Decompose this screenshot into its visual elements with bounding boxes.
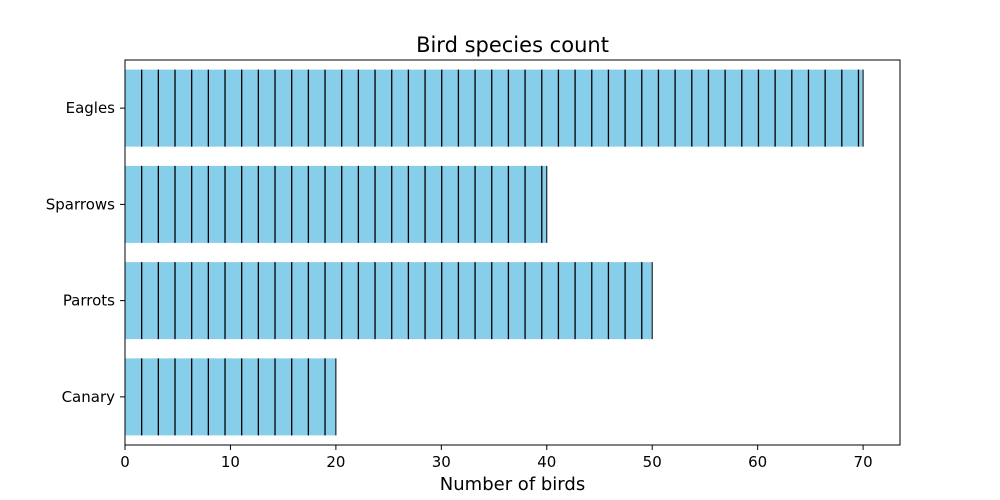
bar-hatch-canary <box>141 358 337 436</box>
x-tick-label: 0 <box>120 453 130 471</box>
plot-frame <box>124 59 901 446</box>
bar-sparrows <box>125 165 547 243</box>
bar-hatch-eagles <box>141 69 864 147</box>
y-tick-label: Parrots <box>63 292 115 310</box>
bar-hatch-parrots <box>141 262 653 340</box>
x-tick-label: 30 <box>432 453 451 471</box>
x-tick-label: 10 <box>221 453 240 471</box>
x-tick-label: 70 <box>854 453 873 471</box>
x-axis: 0 10 20 30 40 50 60 70 <box>120 445 873 471</box>
x-tick-label: 40 <box>537 453 556 471</box>
y-axis: Eagles Sparrows Parrots Canary <box>46 99 125 406</box>
x-axis-label: Number of birds <box>440 474 585 495</box>
bar-canary <box>125 358 336 436</box>
y-tick-label: Canary <box>62 388 116 406</box>
bar-parrots <box>125 262 653 340</box>
x-tick-label: 50 <box>643 453 662 471</box>
y-tick-label: Eagles <box>66 99 116 117</box>
y-tick-label: Sparrows <box>46 195 115 213</box>
chart-title: Bird species count <box>416 33 609 57</box>
x-tick-label: 20 <box>326 453 345 471</box>
bar-eagles <box>125 69 864 147</box>
bars-group <box>125 69 864 436</box>
x-tick-label: 60 <box>748 453 767 471</box>
bar-hatch-sparrows <box>141 165 548 243</box>
